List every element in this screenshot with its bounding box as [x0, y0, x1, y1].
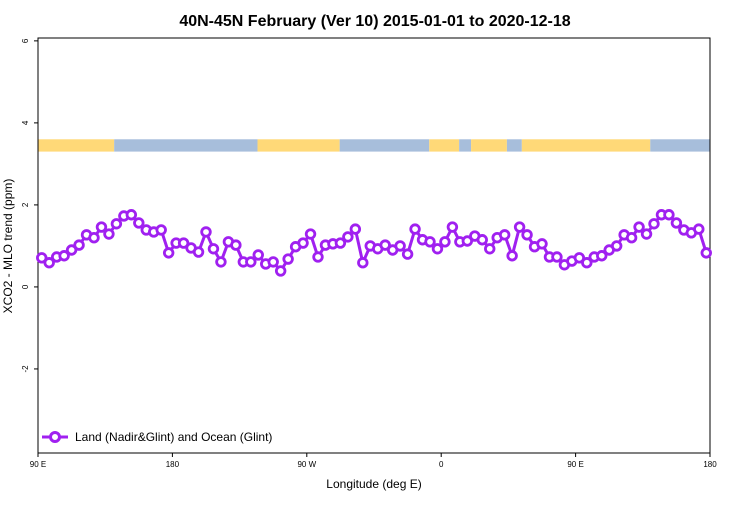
data-point [207, 243, 220, 255]
band-segment-land [521, 139, 651, 152]
data-point [424, 236, 436, 248]
data-point [625, 232, 638, 244]
data-point [334, 237, 347, 249]
data-point [446, 221, 459, 233]
data-point [36, 252, 48, 264]
data-point [95, 221, 108, 233]
band-segment-ocean [459, 139, 472, 152]
legend-marker [49, 431, 61, 443]
data-point [349, 223, 362, 235]
y-tick-label: 4 [21, 120, 30, 125]
data-point [177, 237, 190, 249]
data-point [230, 239, 242, 251]
y-axis: 6 4 2 0 -2 [21, 38, 38, 372]
y-tick-label: 0 [21, 284, 30, 289]
data-point [245, 256, 257, 268]
data-point [357, 257, 369, 269]
data-point [648, 218, 660, 230]
data-point [640, 228, 653, 240]
data-point [596, 250, 608, 262]
data-point [536, 238, 548, 250]
data-point [155, 224, 167, 236]
band-segment-land [471, 139, 507, 152]
legend-label: Land (Nadir&Glint) and Ocean (Glint) [75, 430, 272, 444]
data-point [439, 236, 451, 248]
band-segment-land [38, 139, 115, 152]
data-point [633, 221, 645, 233]
data-point [513, 221, 526, 233]
data-point [342, 231, 354, 243]
data-point [431, 243, 444, 255]
data-point [581, 257, 593, 269]
data-point [700, 247, 712, 259]
data-point [215, 256, 227, 268]
data-point [162, 247, 175, 259]
data-point [693, 223, 705, 235]
x-axis-label: Longitude (deg E) [326, 477, 421, 491]
data-point [125, 209, 138, 221]
data-point [192, 246, 205, 258]
y-tick-label: 2 [21, 202, 30, 207]
data-point [274, 265, 287, 277]
x-tick-label: 0 [439, 460, 444, 469]
data-point [110, 218, 123, 230]
data-point [461, 235, 474, 247]
data-point [58, 250, 70, 262]
y-tick-label: -2 [21, 365, 30, 373]
data-point [521, 229, 533, 241]
x-tick-label: 180 [703, 460, 717, 469]
y-axis-label: XCO2 - MLO trend (ppm) [1, 179, 15, 314]
x-axis: 90 E 180 90 W 0 90 E 180 [30, 453, 717, 469]
band-segment-ocean [650, 139, 710, 152]
data-point [551, 251, 563, 263]
data-point [65, 244, 78, 256]
data-point [573, 252, 586, 264]
data-point [484, 243, 496, 255]
data-point [610, 240, 623, 252]
band-segment-land [257, 139, 340, 152]
data-point [498, 229, 511, 241]
data-point [267, 256, 279, 268]
x-tick-label: 90 W [297, 460, 316, 469]
surface-band [38, 139, 710, 152]
band-segment-ocean [339, 139, 430, 152]
data-point [304, 228, 317, 240]
data-point [88, 232, 100, 244]
data-point [476, 234, 488, 246]
data-point [133, 217, 145, 229]
data-point [670, 217, 683, 229]
data-point [312, 251, 324, 263]
data-point [506, 250, 518, 262]
data-point [401, 248, 414, 260]
data-point [394, 240, 406, 252]
band-segment-ocean [114, 139, 258, 152]
chart-title: 40N-45N February (Ver 10) 2015-01-01 to … [179, 13, 570, 30]
data-point [663, 209, 675, 221]
series-line [36, 209, 712, 277]
x-tick-label: 90 E [30, 460, 46, 469]
data-point [252, 249, 264, 261]
x-tick-label: 90 E [567, 460, 583, 469]
data-point [103, 228, 115, 240]
data-point [73, 239, 85, 251]
plot-frame [37, 37, 711, 454]
data-point [379, 239, 391, 251]
data-point [282, 253, 294, 265]
band-segment-ocean [506, 139, 522, 152]
data-point [297, 237, 309, 249]
legend: Land (Nadir&Glint) and Ocean (Glint) [42, 430, 272, 444]
band-segment-land [429, 139, 460, 152]
data-point [409, 223, 421, 235]
y-tick-label: 6 [21, 38, 30, 43]
data-point [43, 257, 55, 269]
data-point [200, 226, 212, 238]
x-tick-label: 180 [166, 460, 180, 469]
